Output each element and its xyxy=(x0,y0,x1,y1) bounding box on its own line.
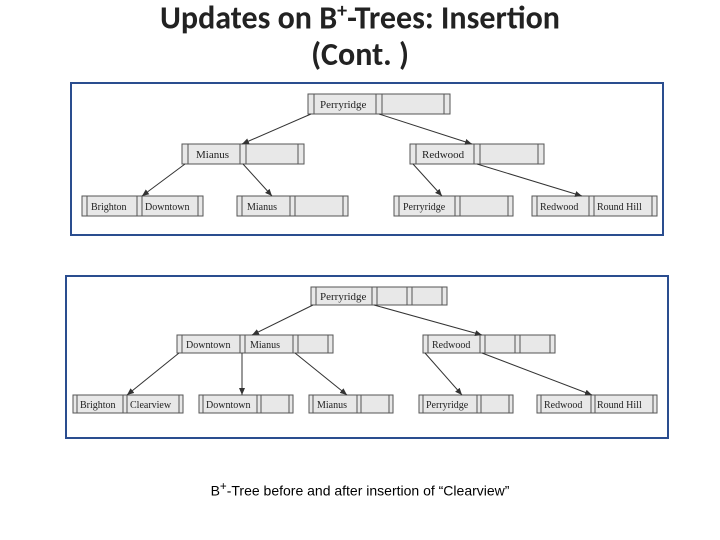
caption-pre: B xyxy=(211,483,220,499)
slide-title: Updates on B+-Trees: Insertion (Cont. ) xyxy=(0,0,720,74)
leaf-after-4: Redwood Round Hill xyxy=(537,395,657,413)
leaf-after-3-key-0: Perryridge xyxy=(426,400,469,411)
root-key-0: Perryridge xyxy=(320,99,367,111)
leaf-2: Perryridge xyxy=(394,196,513,216)
tree-before-panel: Perryridge Mianus Redwood B xyxy=(70,82,664,236)
leaf-1-key-0: Mianus xyxy=(247,202,277,213)
leaf-3-key-0: Redwood xyxy=(540,202,578,213)
leaf-2-key-0: Perryridge xyxy=(403,202,446,213)
leaf-after-4-key-0: Redwood xyxy=(544,400,582,411)
tree-after-panel: Perryridge Downtown Mianus Redwood xyxy=(65,275,669,439)
internal-after-left-key-1: Mianus xyxy=(250,340,280,351)
leaf-after-2: Mianus xyxy=(309,395,393,413)
leaf-after-1-key-0: Downtown xyxy=(206,400,250,411)
internal-after-right: Redwood xyxy=(423,335,555,353)
leaf-1: Mianus xyxy=(237,196,348,216)
root-node: Perryridge xyxy=(308,94,450,114)
caption: B+-Tree before and after insertion of “C… xyxy=(0,480,720,499)
title-sup: + xyxy=(337,0,347,23)
leaf-after-3: Perryridge xyxy=(419,395,513,413)
internal-left-key-0: Mianus xyxy=(196,149,229,161)
tree-after-svg: Perryridge Downtown Mianus Redwood xyxy=(67,277,667,437)
title-part2: (Cont. ) xyxy=(311,35,409,74)
leaf-after-1: Downtown xyxy=(199,395,293,413)
internal-right: Redwood xyxy=(410,144,544,164)
internal-after-left: Downtown Mianus xyxy=(177,335,333,353)
leaf-0-key-0: Brighton xyxy=(91,202,127,213)
title-part1b: -Trees: Insertion xyxy=(347,0,560,38)
leaf-after-0: Brighton Clearview xyxy=(73,395,183,413)
leaf-after-0-key-1: Clearview xyxy=(130,400,172,411)
title-part1: Updates on B xyxy=(160,0,337,38)
caption-sup: + xyxy=(220,480,227,493)
leaf-3: Redwood Round Hill xyxy=(532,196,657,216)
internal-right-key-0: Redwood xyxy=(422,149,465,161)
internal-after-left-key-0: Downtown xyxy=(186,340,230,351)
leaf-after-2-key-0: Mianus xyxy=(317,400,347,411)
internal-after-right-key-0: Redwood xyxy=(432,340,470,351)
caption-post: -Tree before and after insertion of “Cle… xyxy=(227,483,510,499)
root-node-after: Perryridge xyxy=(311,287,447,305)
root-after-key-0: Perryridge xyxy=(320,291,367,303)
leaf-after-4-key-1: Round Hill xyxy=(597,400,642,411)
leaf-0-key-1: Downtown xyxy=(145,202,189,213)
leaf-3-key-1: Round Hill xyxy=(597,202,642,213)
leaf-after-0-key-0: Brighton xyxy=(80,400,116,411)
internal-left: Mianus xyxy=(182,144,304,164)
leaf-0: Brighton Downtown xyxy=(82,196,203,216)
tree-before-svg: Perryridge Mianus Redwood B xyxy=(72,84,662,234)
